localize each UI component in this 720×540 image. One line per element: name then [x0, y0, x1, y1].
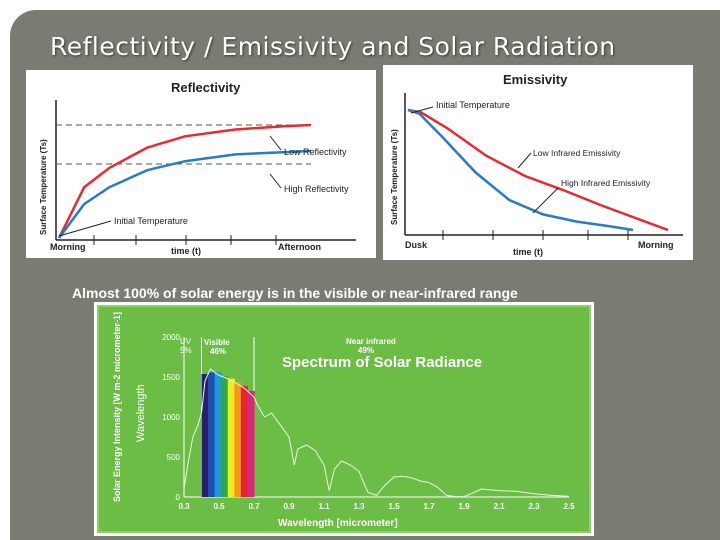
x-tick-label: 0.5	[213, 502, 225, 511]
y-tick-label: 2000	[162, 333, 180, 342]
x-tick-label: 1.5	[388, 502, 400, 511]
uv-region-pct: 5%	[180, 346, 192, 355]
reflectivity-title: Reflectivity	[171, 80, 241, 95]
slide-title: Reflectivity / Emissivity and Solar Radi…	[50, 32, 616, 61]
spectrum-xlabel: Wavelength [micrometer]	[278, 518, 398, 529]
visible-spectrum-band	[208, 372, 216, 497]
high-reflectivity-label: High Reflectivity	[284, 184, 349, 194]
spectrum-chart: 0.3 0.5 0.7 0.9 1.1 1.3 1.5 1.7 1.9 2.1 2.3 2.5 0 500…	[97, 305, 591, 533]
emissivity-ylabel: Surface Temperature (Ts)	[390, 129, 399, 225]
emissivity-title: Emissivity	[503, 72, 568, 87]
nir-region-label: Near infrared	[346, 337, 396, 346]
visible-spectrum-band	[234, 382, 242, 497]
reflectivity-ylabel: Surface Temperature (Ts)	[39, 139, 48, 235]
emissivity-xlabel: time (t)	[513, 247, 543, 257]
spectrum-panel: 0.3 0.5 0.7 0.9 1.1 1.3 1.5 1.7 1.9 2.1 2.3 2.5 0 500…	[94, 302, 594, 536]
spectrum-background	[97, 305, 591, 533]
visible-spectrum-band	[221, 376, 229, 497]
low-reflectivity-pointer	[269, 135, 282, 151]
high-emissivity-label: High Infrared Emissivity	[561, 178, 651, 188]
x-tick-label: 1.3	[353, 502, 365, 511]
x-tick-label: 1.1	[318, 502, 330, 511]
spectrum-plot: 0.3 0.5 0.7 0.9 1.1 1.3 1.5 1.7 1.9 2.1 2.3 2.5 0 500…	[162, 333, 575, 511]
initial-temp-label: Initial Temperature	[114, 216, 188, 226]
low-emissivity-pointer	[517, 152, 532, 169]
y-tick-label: 1500	[162, 373, 180, 382]
spectrum-ylabel: Solar Energy Intensity [W m-2 micrometer…	[112, 312, 122, 502]
x-tick-label: 1.7	[423, 502, 435, 511]
spectrum-title: Spectrum of Solar Radiance	[282, 354, 482, 371]
reflectivity-chart: Reflectivity Surface Temperature (Ts) Lo…	[39, 80, 356, 256]
reflectivity-panel: Reflectivity Surface Temperature (Ts) Lo…	[26, 70, 376, 258]
low-emissivity-label: Low Infrared Emissivity	[533, 148, 621, 158]
high-reflectivity-curve	[57, 149, 312, 239]
x-tick-label: 1.9	[458, 502, 470, 511]
visible-region-pct: 46%	[210, 347, 226, 356]
x-tick-label: 2.1	[493, 502, 505, 511]
slide: Reflectivity / Emissivity and Solar Radi…	[10, 10, 720, 540]
uv-region-label: UV	[180, 337, 192, 346]
x-tick-label: 0.3	[178, 502, 190, 511]
visible-spectrum-band	[247, 391, 255, 497]
x-tick-label: 2.3	[528, 502, 540, 511]
slide-subtitle: Almost 100% of solar energy is in the vi…	[72, 285, 518, 301]
visible-spectrum-band	[240, 386, 248, 497]
low-reflectivity-label: Low Reflectivity	[284, 147, 347, 157]
visible-spectrum-band	[201, 374, 209, 497]
initial-temp-pointer	[58, 220, 112, 237]
nir-region-pct: 49%	[358, 346, 374, 355]
emissivity-chart: Emissivity Surface Temperature (Ts) Init…	[390, 72, 683, 257]
high-reflectivity-pointer	[269, 173, 282, 189]
reflectivity-xlabel: time (t)	[171, 246, 201, 256]
high-emissivity-curve	[407, 108, 634, 232]
spectrum-ylabel-inner: Wavelength	[135, 384, 147, 442]
x-tick-label: 0.7	[248, 502, 260, 511]
visible-spectrum-band	[214, 372, 222, 497]
initial-temp-label: Initial Temperature	[436, 100, 510, 110]
x-tick-afternoon: Afternoon	[278, 242, 321, 252]
x-tick-morning: Morning	[50, 242, 86, 252]
initial-temp-pointer	[410, 106, 434, 114]
x-tick-dusk: Dusk	[405, 240, 428, 250]
x-tick-morning: Morning	[638, 240, 674, 250]
low-reflectivity-curve	[57, 123, 312, 239]
y-tick-label: 500	[167, 453, 181, 462]
x-tick-label: 0.9	[283, 502, 295, 511]
x-tick-label: 2.5	[563, 502, 575, 511]
high-emissivity-pointer	[532, 187, 559, 214]
visible-region-label: Visible	[204, 338, 230, 347]
y-tick-label: 1000	[162, 413, 180, 422]
low-emissivity-curve	[407, 108, 669, 232]
y-tick-label: 0	[176, 493, 181, 502]
visible-spectrum-band	[227, 378, 235, 497]
emissivity-panel: Emissivity Surface Temperature (Ts) Init…	[383, 65, 693, 260]
spectrum-curve	[183, 368, 570, 498]
